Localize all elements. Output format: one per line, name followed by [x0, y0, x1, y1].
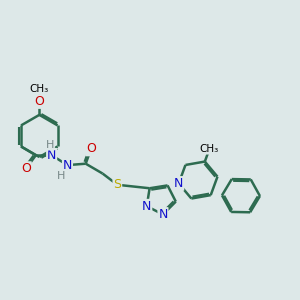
Text: O: O [21, 162, 31, 175]
Text: O: O [86, 142, 96, 155]
Text: N: N [47, 149, 56, 162]
Text: N: N [158, 208, 168, 221]
Text: N: N [142, 200, 152, 213]
Text: H: H [46, 140, 54, 150]
Text: N: N [174, 177, 183, 190]
Text: N: N [63, 159, 72, 172]
Text: CH₃: CH₃ [30, 84, 49, 94]
Text: O: O [34, 95, 44, 108]
Text: CH₃: CH₃ [200, 144, 219, 154]
Text: H: H [57, 171, 65, 181]
Text: S: S [113, 178, 121, 191]
